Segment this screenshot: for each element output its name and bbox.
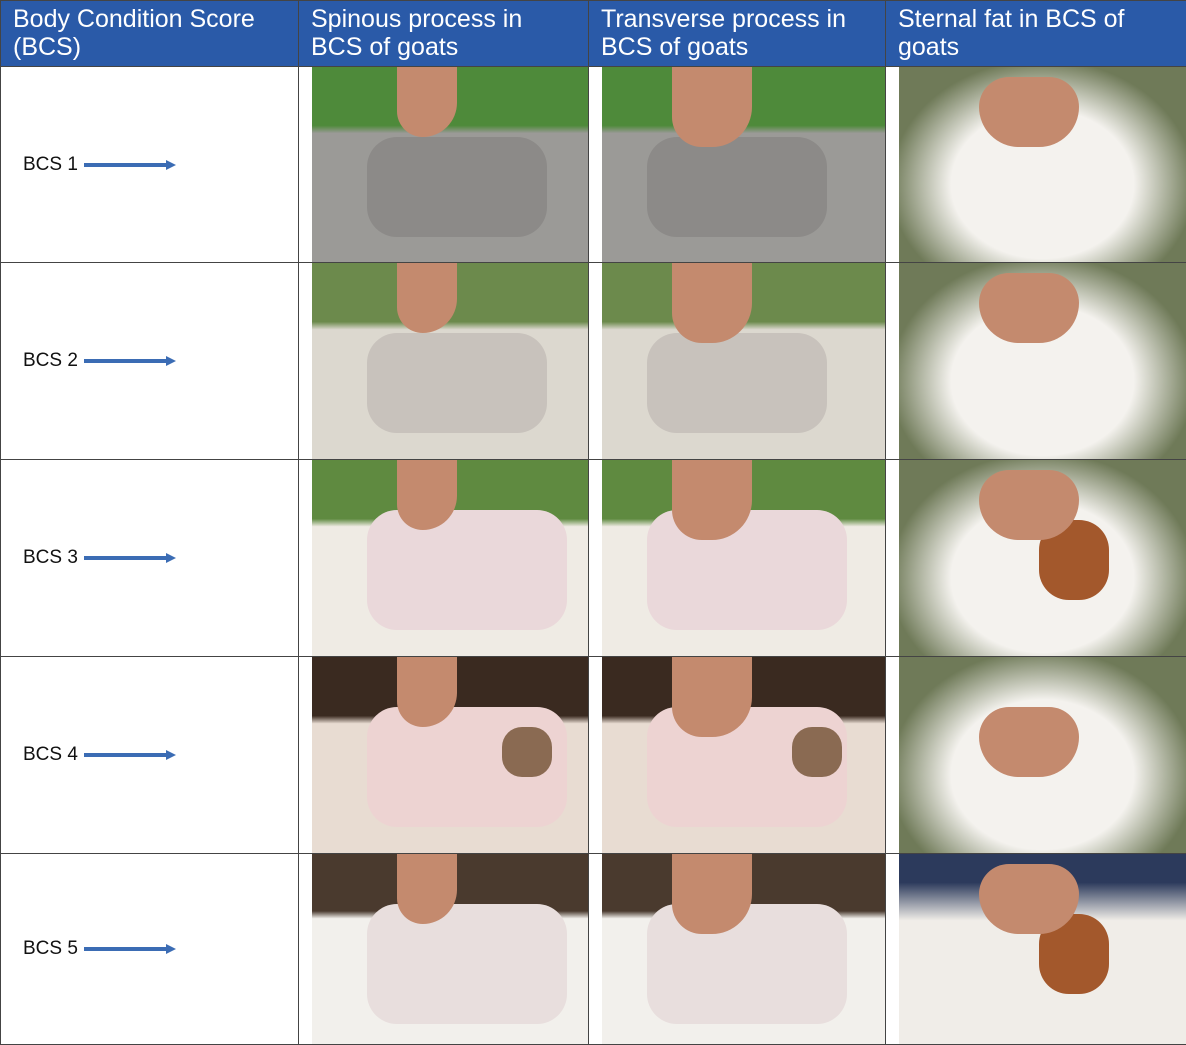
arrow bbox=[82, 551, 178, 565]
photo bbox=[312, 263, 588, 459]
photo bbox=[312, 67, 588, 262]
brown-spot bbox=[792, 727, 842, 777]
photo bbox=[602, 67, 885, 262]
photo bbox=[602, 263, 885, 459]
arrow bbox=[82, 158, 178, 172]
photo-cell bbox=[886, 854, 1186, 1045]
photo bbox=[602, 460, 885, 656]
photo-cell bbox=[886, 657, 1186, 854]
hand bbox=[672, 460, 752, 540]
photo-cell bbox=[886, 263, 1186, 460]
row-label: BCS 3 bbox=[23, 547, 78, 569]
shaved-patch bbox=[367, 904, 567, 1024]
photo-cell bbox=[589, 657, 886, 854]
photo-cell bbox=[589, 854, 886, 1045]
photo-cell bbox=[299, 657, 589, 854]
photo-cell bbox=[886, 460, 1186, 657]
header-cell: Spinous process in BCS of goats bbox=[299, 1, 589, 67]
photo-cell bbox=[299, 854, 589, 1045]
arrow bbox=[82, 942, 178, 956]
shaved-patch bbox=[367, 333, 547, 433]
table-row: BCS 2 bbox=[1, 263, 1186, 460]
hand bbox=[397, 263, 457, 333]
arrow bbox=[82, 748, 178, 762]
shaved-patch bbox=[367, 137, 547, 237]
label-cell: BCS 4 bbox=[1, 657, 299, 854]
photo bbox=[899, 460, 1186, 656]
shaved-patch bbox=[647, 333, 827, 433]
photo bbox=[899, 657, 1186, 853]
table-row: BCS 4 bbox=[1, 657, 1186, 854]
label-wrap: BCS 4 bbox=[1, 744, 298, 766]
photo-cell bbox=[589, 460, 886, 657]
label-wrap: BCS 2 bbox=[1, 350, 298, 372]
shaved-patch bbox=[367, 510, 567, 630]
photo-cell bbox=[299, 67, 589, 263]
label-wrap: BCS 5 bbox=[1, 938, 298, 960]
photo bbox=[602, 854, 885, 1044]
row-label: BCS 4 bbox=[23, 744, 78, 766]
header-cell: Transverse process in BCS of goats bbox=[589, 1, 886, 67]
hand bbox=[979, 707, 1079, 777]
photo bbox=[899, 67, 1186, 262]
photo-cell bbox=[299, 263, 589, 460]
label-cell: BCS 2 bbox=[1, 263, 299, 460]
hand bbox=[979, 864, 1079, 934]
header-cell: Sternal fat in BCS of goats bbox=[886, 1, 1186, 67]
brown-spot bbox=[502, 727, 552, 777]
hand bbox=[979, 470, 1079, 540]
photo bbox=[312, 657, 588, 853]
table-row: BCS 3 bbox=[1, 460, 1186, 657]
photo bbox=[899, 854, 1186, 1044]
table-row: BCS 1 bbox=[1, 67, 1186, 263]
label-wrap: BCS 3 bbox=[1, 547, 298, 569]
header-cell: Body Condition Score (BCS) bbox=[1, 1, 299, 67]
photo bbox=[312, 460, 588, 656]
hand bbox=[672, 67, 752, 147]
shaved-patch bbox=[647, 137, 827, 237]
hand bbox=[672, 657, 752, 737]
hand bbox=[672, 854, 752, 934]
header-row: Body Condition Score (BCS) Spinous proce… bbox=[1, 1, 1186, 67]
label-cell: BCS 5 bbox=[1, 854, 299, 1045]
photo bbox=[312, 854, 588, 1044]
label-cell: BCS 1 bbox=[1, 67, 299, 263]
row-label: BCS 1 bbox=[23, 154, 78, 176]
hand bbox=[979, 77, 1079, 147]
photo-cell bbox=[886, 67, 1186, 263]
table-row: BCS 5 bbox=[1, 854, 1186, 1045]
photo-cell bbox=[589, 263, 886, 460]
photo-cell bbox=[299, 460, 589, 657]
table-body: BCS 1 BCS 2 BCS 3 BCS 4 BCS 5 bbox=[1, 67, 1186, 1045]
hand bbox=[979, 273, 1079, 343]
photo bbox=[899, 263, 1186, 459]
photo bbox=[602, 657, 885, 853]
arrow bbox=[82, 354, 178, 368]
label-cell: BCS 3 bbox=[1, 460, 299, 657]
label-wrap: BCS 1 bbox=[1, 154, 298, 176]
row-label: BCS 5 bbox=[23, 938, 78, 960]
hand bbox=[672, 263, 752, 343]
row-label: BCS 2 bbox=[23, 350, 78, 372]
hand bbox=[397, 67, 457, 137]
photo-cell bbox=[589, 67, 886, 263]
